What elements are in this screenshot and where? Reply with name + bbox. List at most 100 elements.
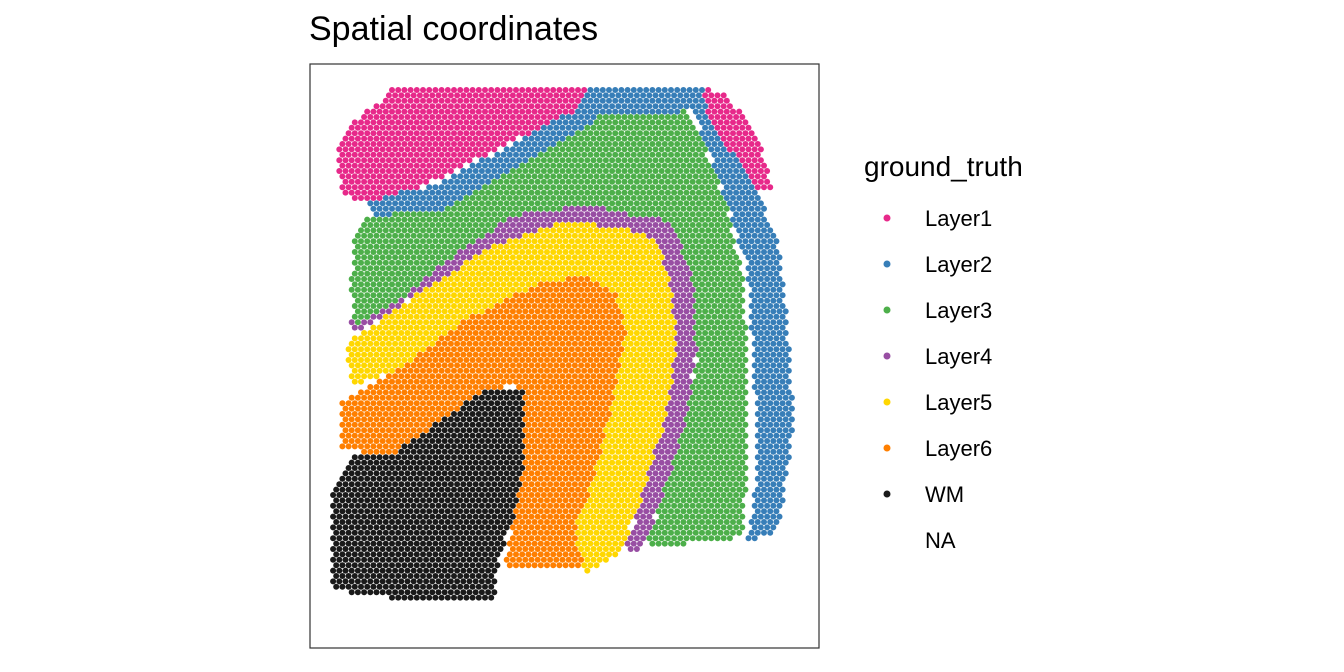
spot-point [711, 259, 718, 266]
spot-point [423, 340, 430, 347]
spot-point [584, 178, 591, 185]
spot-point [513, 346, 519, 353]
spot-point [674, 475, 681, 482]
spot-point [525, 259, 532, 266]
spot-point [550, 205, 557, 212]
spot-point [633, 157, 640, 164]
spot-point [460, 340, 467, 347]
spot-point [748, 195, 755, 201]
spot-point [506, 432, 513, 439]
spot-point [671, 384, 678, 390]
spot-point [382, 108, 389, 115]
spot-point [730, 367, 736, 374]
spot-point [432, 313, 439, 320]
spot-point [640, 384, 647, 390]
spot-point [627, 124, 634, 131]
spot-point [537, 357, 544, 363]
spot-point [389, 259, 395, 266]
spot-point [702, 178, 709, 185]
spot-point [553, 330, 560, 336]
spot-point [485, 384, 492, 390]
spot-point [590, 200, 597, 207]
spot-point [575, 367, 581, 374]
spot-point [540, 481, 547, 488]
spot-point [590, 340, 597, 347]
spot-point [658, 351, 665, 358]
spot-point [695, 416, 702, 423]
spot-point [745, 265, 752, 272]
spot-point [416, 168, 423, 174]
spot-point [435, 481, 442, 488]
spot-point [547, 297, 554, 304]
spot-point [761, 281, 767, 288]
spot-point [559, 124, 566, 131]
spot-point [695, 254, 702, 261]
spot-point [770, 308, 777, 315]
spot-point [513, 324, 519, 331]
spot-point [385, 265, 392, 272]
spot-point [385, 373, 392, 380]
spot-point [609, 427, 616, 434]
spot-point [695, 351, 702, 358]
spot-point [612, 119, 619, 126]
spot-point [553, 351, 560, 358]
spot-point [537, 475, 544, 482]
spot-point [575, 411, 581, 417]
spot-point [370, 227, 377, 234]
spot-point [692, 173, 699, 180]
spot-point [460, 362, 467, 369]
spot-point [420, 346, 426, 353]
spot-point [531, 173, 538, 180]
spot-point [348, 319, 355, 326]
spot-point [407, 270, 414, 277]
spot-point [553, 384, 560, 390]
spot-point [537, 162, 544, 169]
spot-point [503, 243, 510, 250]
spot-point [432, 421, 439, 428]
spot-point [513, 475, 519, 482]
spot-point [748, 141, 755, 147]
spot-point [680, 346, 687, 353]
spot-point [351, 238, 358, 245]
spot-point [668, 324, 674, 331]
spot-point [711, 465, 718, 471]
spot-point [658, 243, 665, 250]
spot-point [367, 265, 374, 272]
spot-point [370, 184, 377, 191]
spot-point [609, 416, 616, 423]
spot-point [599, 303, 606, 309]
spot-point [426, 421, 433, 428]
spot-point [677, 254, 684, 261]
spot-point [720, 330, 727, 336]
spot-point [711, 432, 718, 439]
spot-point [550, 270, 557, 277]
spot-point [410, 416, 417, 423]
spot-point [671, 297, 678, 304]
spot-point [565, 157, 572, 164]
spot-point [509, 416, 516, 423]
spot-point [668, 454, 674, 461]
spot-point [705, 130, 712, 137]
spot-point [757, 297, 764, 304]
spot-point [658, 189, 665, 196]
spot-point [395, 108, 402, 115]
spot-point [444, 454, 451, 461]
spot-point [469, 465, 476, 471]
spot-point [550, 238, 557, 245]
spot-point [522, 178, 529, 185]
spot-point [420, 205, 426, 212]
spot-point [615, 286, 622, 293]
spot-point [395, 151, 402, 158]
spot-point [624, 184, 631, 191]
spot-point [469, 303, 476, 309]
spot-point [581, 443, 588, 450]
spot-point [602, 394, 609, 401]
spot-point [730, 475, 736, 482]
spot-point [444, 421, 451, 428]
spot-point [730, 119, 736, 126]
spot-point [723, 367, 730, 374]
spot-point [677, 92, 684, 99]
spot-point [581, 195, 588, 201]
spot-point [553, 459, 560, 466]
spot-point [364, 346, 371, 353]
